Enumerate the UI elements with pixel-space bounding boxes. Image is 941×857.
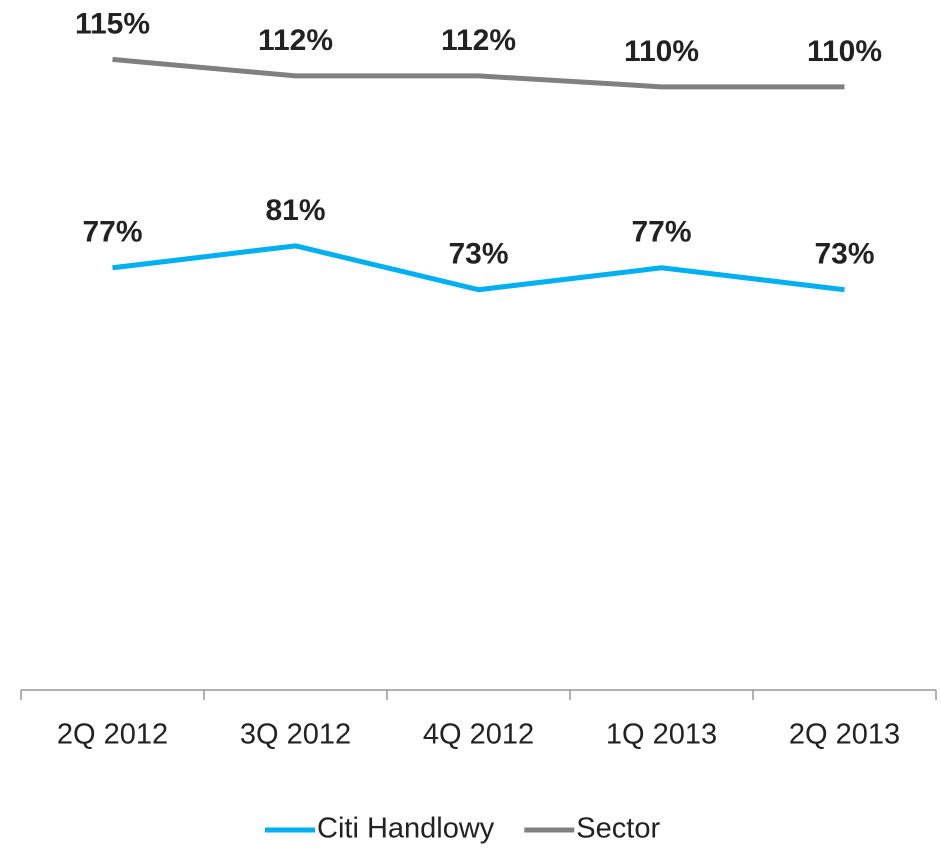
data-label: 115% [75, 7, 150, 40]
series-line [112, 243, 845, 293]
data-label: 112% [441, 24, 516, 57]
data-label: 110% [624, 35, 699, 68]
x-tick-label: 2Q 2013 [789, 719, 900, 751]
data-label: 112% [258, 24, 333, 57]
series-line [112, 56, 845, 90]
x-tick-label: 3Q 2012 [240, 719, 351, 751]
data-label: 77% [82, 216, 142, 249]
x-tick-label: 4Q 2012 [423, 719, 534, 751]
x-tick-label: 2Q 2012 [57, 719, 168, 751]
data-label: 73% [814, 238, 874, 271]
legend-label: Sector [576, 813, 660, 845]
data-label: 81% [265, 194, 325, 227]
data-label: 77% [631, 216, 691, 249]
legend-label: Citi Handlowy [317, 813, 495, 845]
data-label: 110% [807, 35, 882, 68]
x-tick-label: 1Q 2013 [606, 719, 717, 751]
data-label: 73% [448, 238, 508, 271]
